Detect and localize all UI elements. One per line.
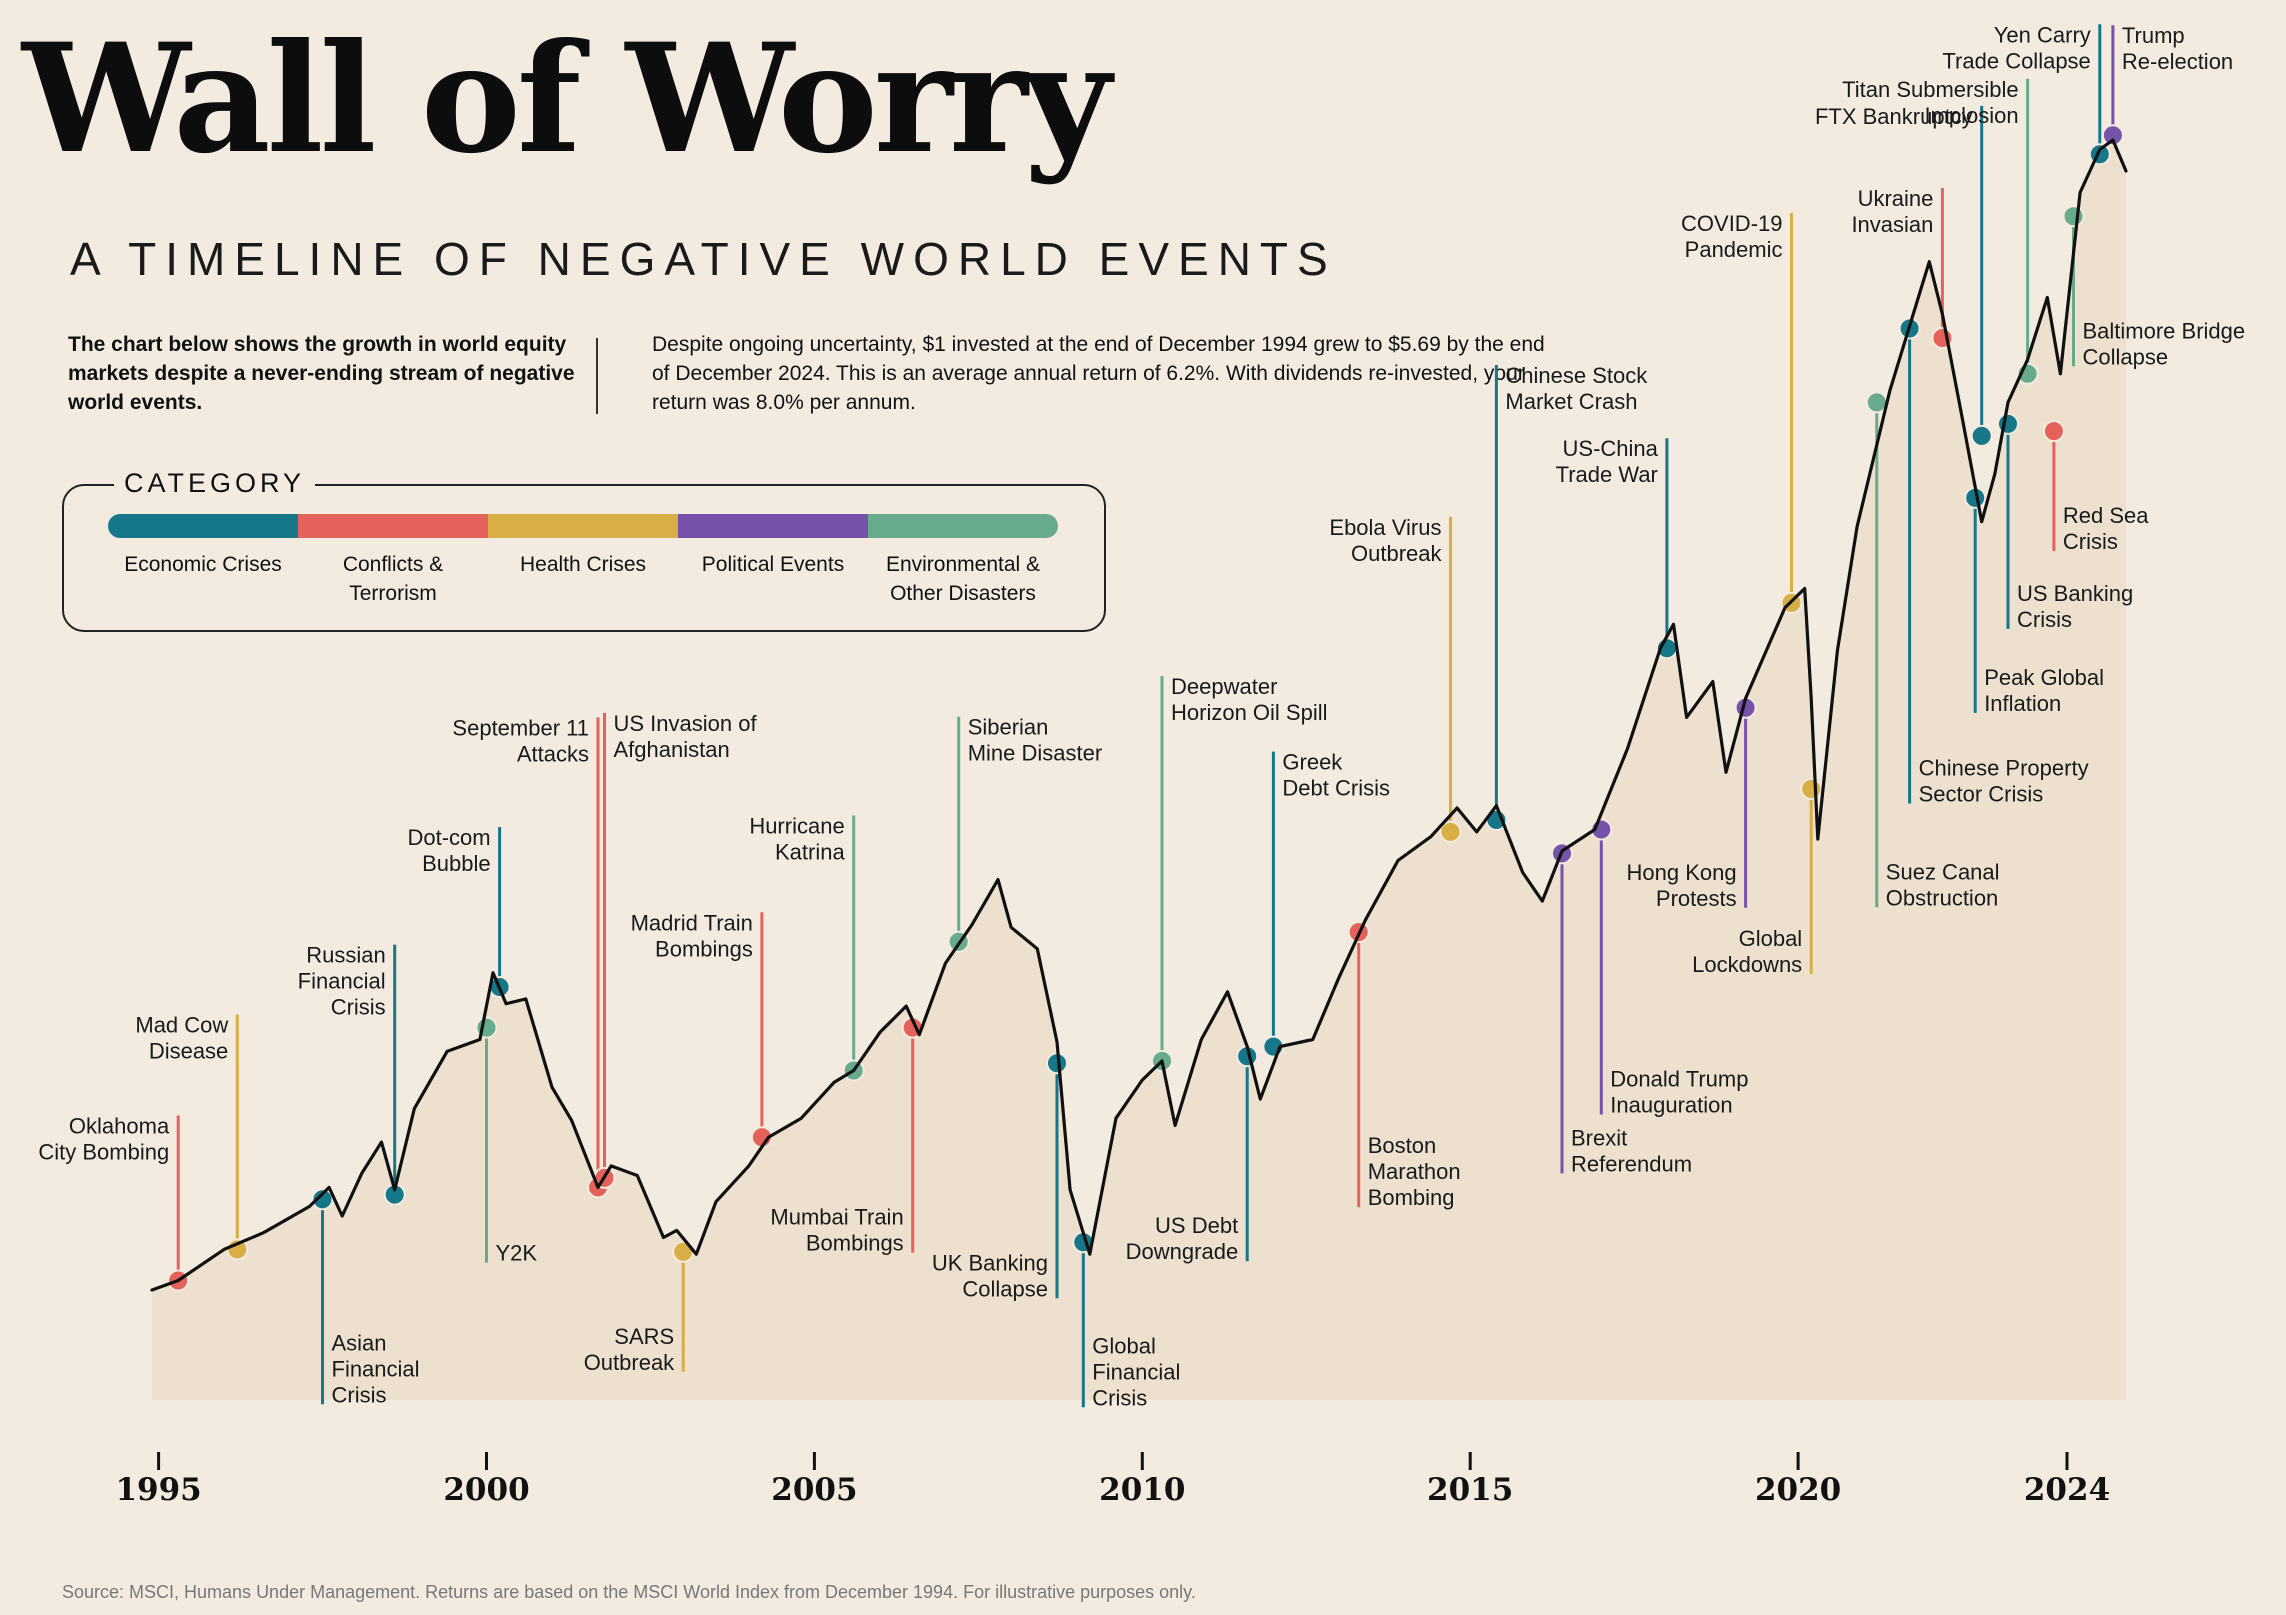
event-marker bbox=[2062, 205, 2085, 228]
event-label: Mumbai Train Bombings bbox=[770, 1205, 903, 1256]
event-label: Baltimore Bridge Collapse bbox=[2083, 318, 2246, 369]
source-note: Source: MSCI, Humans Under Management. R… bbox=[62, 1582, 1196, 1602]
event-label: SARS Outbreak bbox=[584, 1324, 675, 1375]
event-label: Suez Canal Obstruction bbox=[1886, 859, 2000, 910]
event-label: Y2K bbox=[496, 1241, 538, 1266]
event-label: COVID-19 Pandemic bbox=[1681, 211, 1782, 262]
event-label: Greek Debt Crisis bbox=[1282, 750, 1390, 801]
legend-swatch-health bbox=[488, 514, 678, 538]
event-label: Chinese Stock Market Crash bbox=[1505, 363, 1648, 414]
event-label: US Debt Downgrade bbox=[1126, 1213, 1239, 1264]
event-label: Deepwater Horizon Oil Spill bbox=[1171, 674, 1328, 725]
x-tick-label: 2020 bbox=[1755, 1472, 1841, 1508]
event-label: Trump Re-election bbox=[2122, 23, 2233, 74]
event-label: Mad Cow Disease bbox=[135, 1012, 228, 1063]
category-legend: CATEGORY Economic Crises Conflicts & Ter… bbox=[62, 468, 1106, 632]
event-marker bbox=[2101, 124, 2124, 147]
event-label: UK Banking Collapse bbox=[932, 1250, 1048, 1301]
event-stems bbox=[176, 24, 2115, 1408]
event-marker bbox=[2042, 420, 2065, 443]
intro-text: The chart below shows the growth in worl… bbox=[68, 333, 575, 414]
event-marker bbox=[311, 1188, 334, 1211]
event-label: Donald Trump Inauguration bbox=[1610, 1067, 1748, 1118]
event-label: Peak Global Inflation bbox=[1984, 665, 2104, 716]
page-title: Wall of Worry bbox=[22, 11, 1111, 187]
legend-swatch-environmental bbox=[868, 514, 1058, 538]
event-label: US-China Trade War bbox=[1556, 436, 1659, 487]
legend-item-economic: Economic Crises bbox=[108, 514, 298, 579]
event-marker bbox=[1439, 820, 1462, 843]
legend-swatch-conflict bbox=[298, 514, 488, 538]
event-label: Hurricane Katrina bbox=[749, 814, 845, 865]
event-label: September 11 Attacks bbox=[452, 715, 589, 766]
event-labels: Oklahoma City Bombing Mad Cow Disease Asian F… bbox=[38, 22, 2245, 1410]
area-fill bbox=[152, 140, 2126, 1400]
x-axis-ticks: 1995 2000 2005 2010 2015 2020 2024 bbox=[115, 1452, 2110, 1508]
x-tick-label: 2005 bbox=[771, 1472, 857, 1508]
event-label: Siberian Mine Disaster bbox=[968, 715, 1102, 766]
legend-swatch-economic bbox=[108, 514, 298, 538]
event-marker bbox=[1970, 424, 1993, 447]
event-label: Dot-com Bubble bbox=[407, 825, 490, 876]
event-label: Ebola Virus Outbreak bbox=[1329, 515, 1442, 566]
event-label: Titan Submersible Implosion bbox=[1842, 77, 2018, 128]
event-label: Asian Financial Crisis bbox=[332, 1330, 420, 1407]
legend-item-conflict: Conflicts & Terrorism bbox=[298, 514, 488, 608]
event-label: US Invasion of Afghanistan bbox=[614, 711, 758, 762]
legend-title: CATEGORY bbox=[114, 468, 316, 499]
event-label: Red Sea Crisis bbox=[2063, 503, 2149, 554]
event-label: Global Lockdowns bbox=[1692, 926, 1802, 977]
legend-label: Environmental & Other Disasters bbox=[885, 553, 1041, 605]
event-label: Brexit Referendum bbox=[1571, 1125, 1692, 1176]
x-tick-label: 2015 bbox=[1427, 1472, 1513, 1508]
event-marker bbox=[1800, 778, 1823, 800]
legend-item-political: Political Events bbox=[678, 514, 868, 579]
event-label: US Banking Crisis bbox=[2017, 581, 2133, 632]
event-label: Boston Marathon Bombing bbox=[1368, 1133, 1461, 1210]
event-label: Global Financial Crisis bbox=[1092, 1333, 1180, 1410]
event-label: Chinese Property Sector Crisis bbox=[1919, 756, 2089, 807]
event-label: Russian Financial Crisis bbox=[298, 943, 386, 1020]
x-tick-label: 2010 bbox=[1099, 1472, 1185, 1508]
text-divider bbox=[596, 338, 598, 414]
legend-label: Conflicts & Terrorism bbox=[342, 553, 444, 605]
legend-label: Health Crises bbox=[519, 553, 647, 576]
legend-item-environmental: Environmental & Other Disasters bbox=[868, 514, 1058, 608]
event-marker bbox=[1997, 412, 2019, 435]
description-text: Despite ongoing uncertainty, $1 invested… bbox=[652, 333, 1545, 414]
event-label: Yen Carry Trade Collapse bbox=[1942, 22, 2090, 73]
event-label: FTX Bankruptcy bbox=[1815, 104, 1973, 129]
legend-swatch-political bbox=[678, 514, 868, 538]
event-label: Madrid Train Bombings bbox=[631, 910, 753, 961]
x-tick-label: 2000 bbox=[443, 1472, 529, 1508]
x-tick-label: 2024 bbox=[2024, 1472, 2110, 1508]
page-subtitle: A TIMELINE OF NEGATIVE WORLD EVENTS bbox=[70, 233, 1337, 285]
legend-label: Political Events bbox=[701, 553, 845, 576]
index-line bbox=[150, 138, 2128, 1292]
event-label: Ukraine Invasian bbox=[1851, 186, 1933, 237]
legend-item-health: Health Crises bbox=[488, 514, 678, 579]
x-tick-label: 1995 bbox=[115, 1472, 201, 1508]
legend-label: Economic Crises bbox=[124, 553, 282, 576]
event-label: Hong Kong Protests bbox=[1627, 860, 1737, 911]
event-label: Oklahoma City Bombing bbox=[38, 1114, 170, 1165]
